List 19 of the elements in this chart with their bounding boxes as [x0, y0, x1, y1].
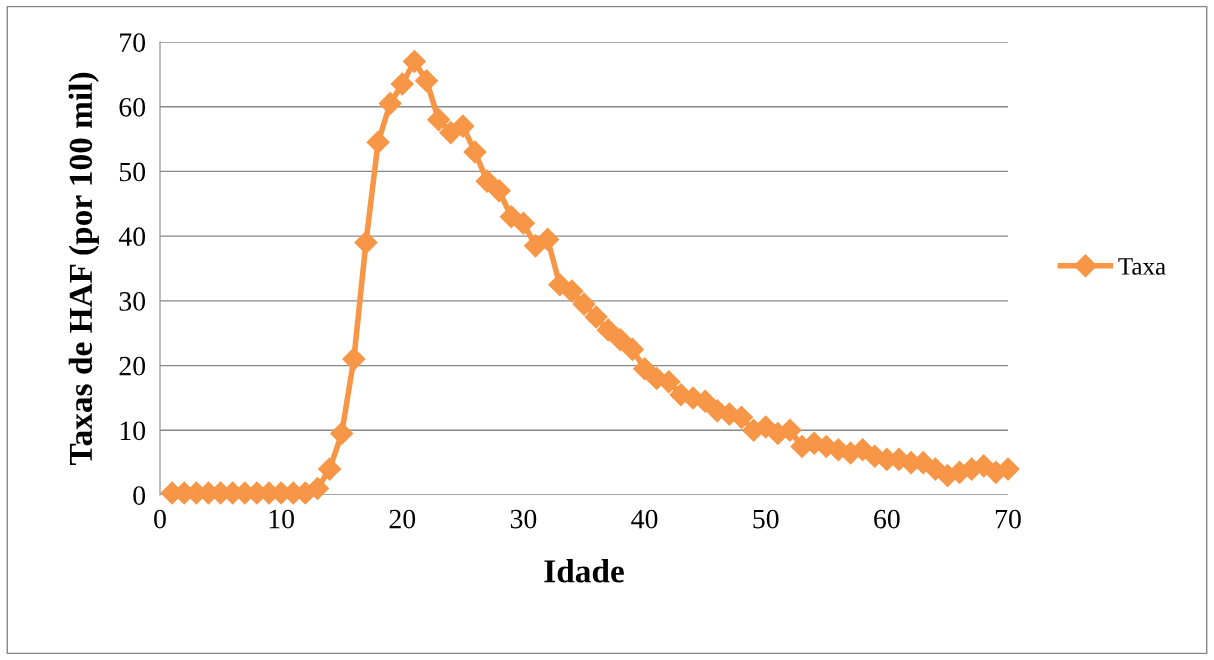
y-tick-label: 50 [119, 162, 146, 182]
x-tick-label: 50 [753, 509, 779, 529]
x-axis-title: Idade [544, 559, 624, 583]
y-axis-title: Taxas de HAF (por 100 mil) [68, 72, 99, 466]
x-tick-label: 10 [269, 509, 294, 529]
y-tick-label: 40 [118, 227, 146, 247]
x-tick-label: 60 [874, 509, 900, 529]
x-tick-label: 20 [389, 509, 416, 529]
y-tick-label: 30 [119, 292, 146, 311]
legend-label: Taxa [1118, 258, 1166, 275]
x-tick-label: 70 [995, 509, 1021, 529]
y-tick-label: 70 [120, 33, 146, 52]
y-tick-label: 0 [133, 486, 146, 505]
y-tick-label: 60 [119, 97, 146, 117]
y-tick-label: 10 [120, 421, 146, 441]
x-tick-label: 0 [154, 509, 166, 529]
x-tick-label: 40 [631, 509, 658, 529]
x-tick-label: 30 [510, 509, 537, 529]
y-tick-label: 20 [119, 356, 146, 376]
